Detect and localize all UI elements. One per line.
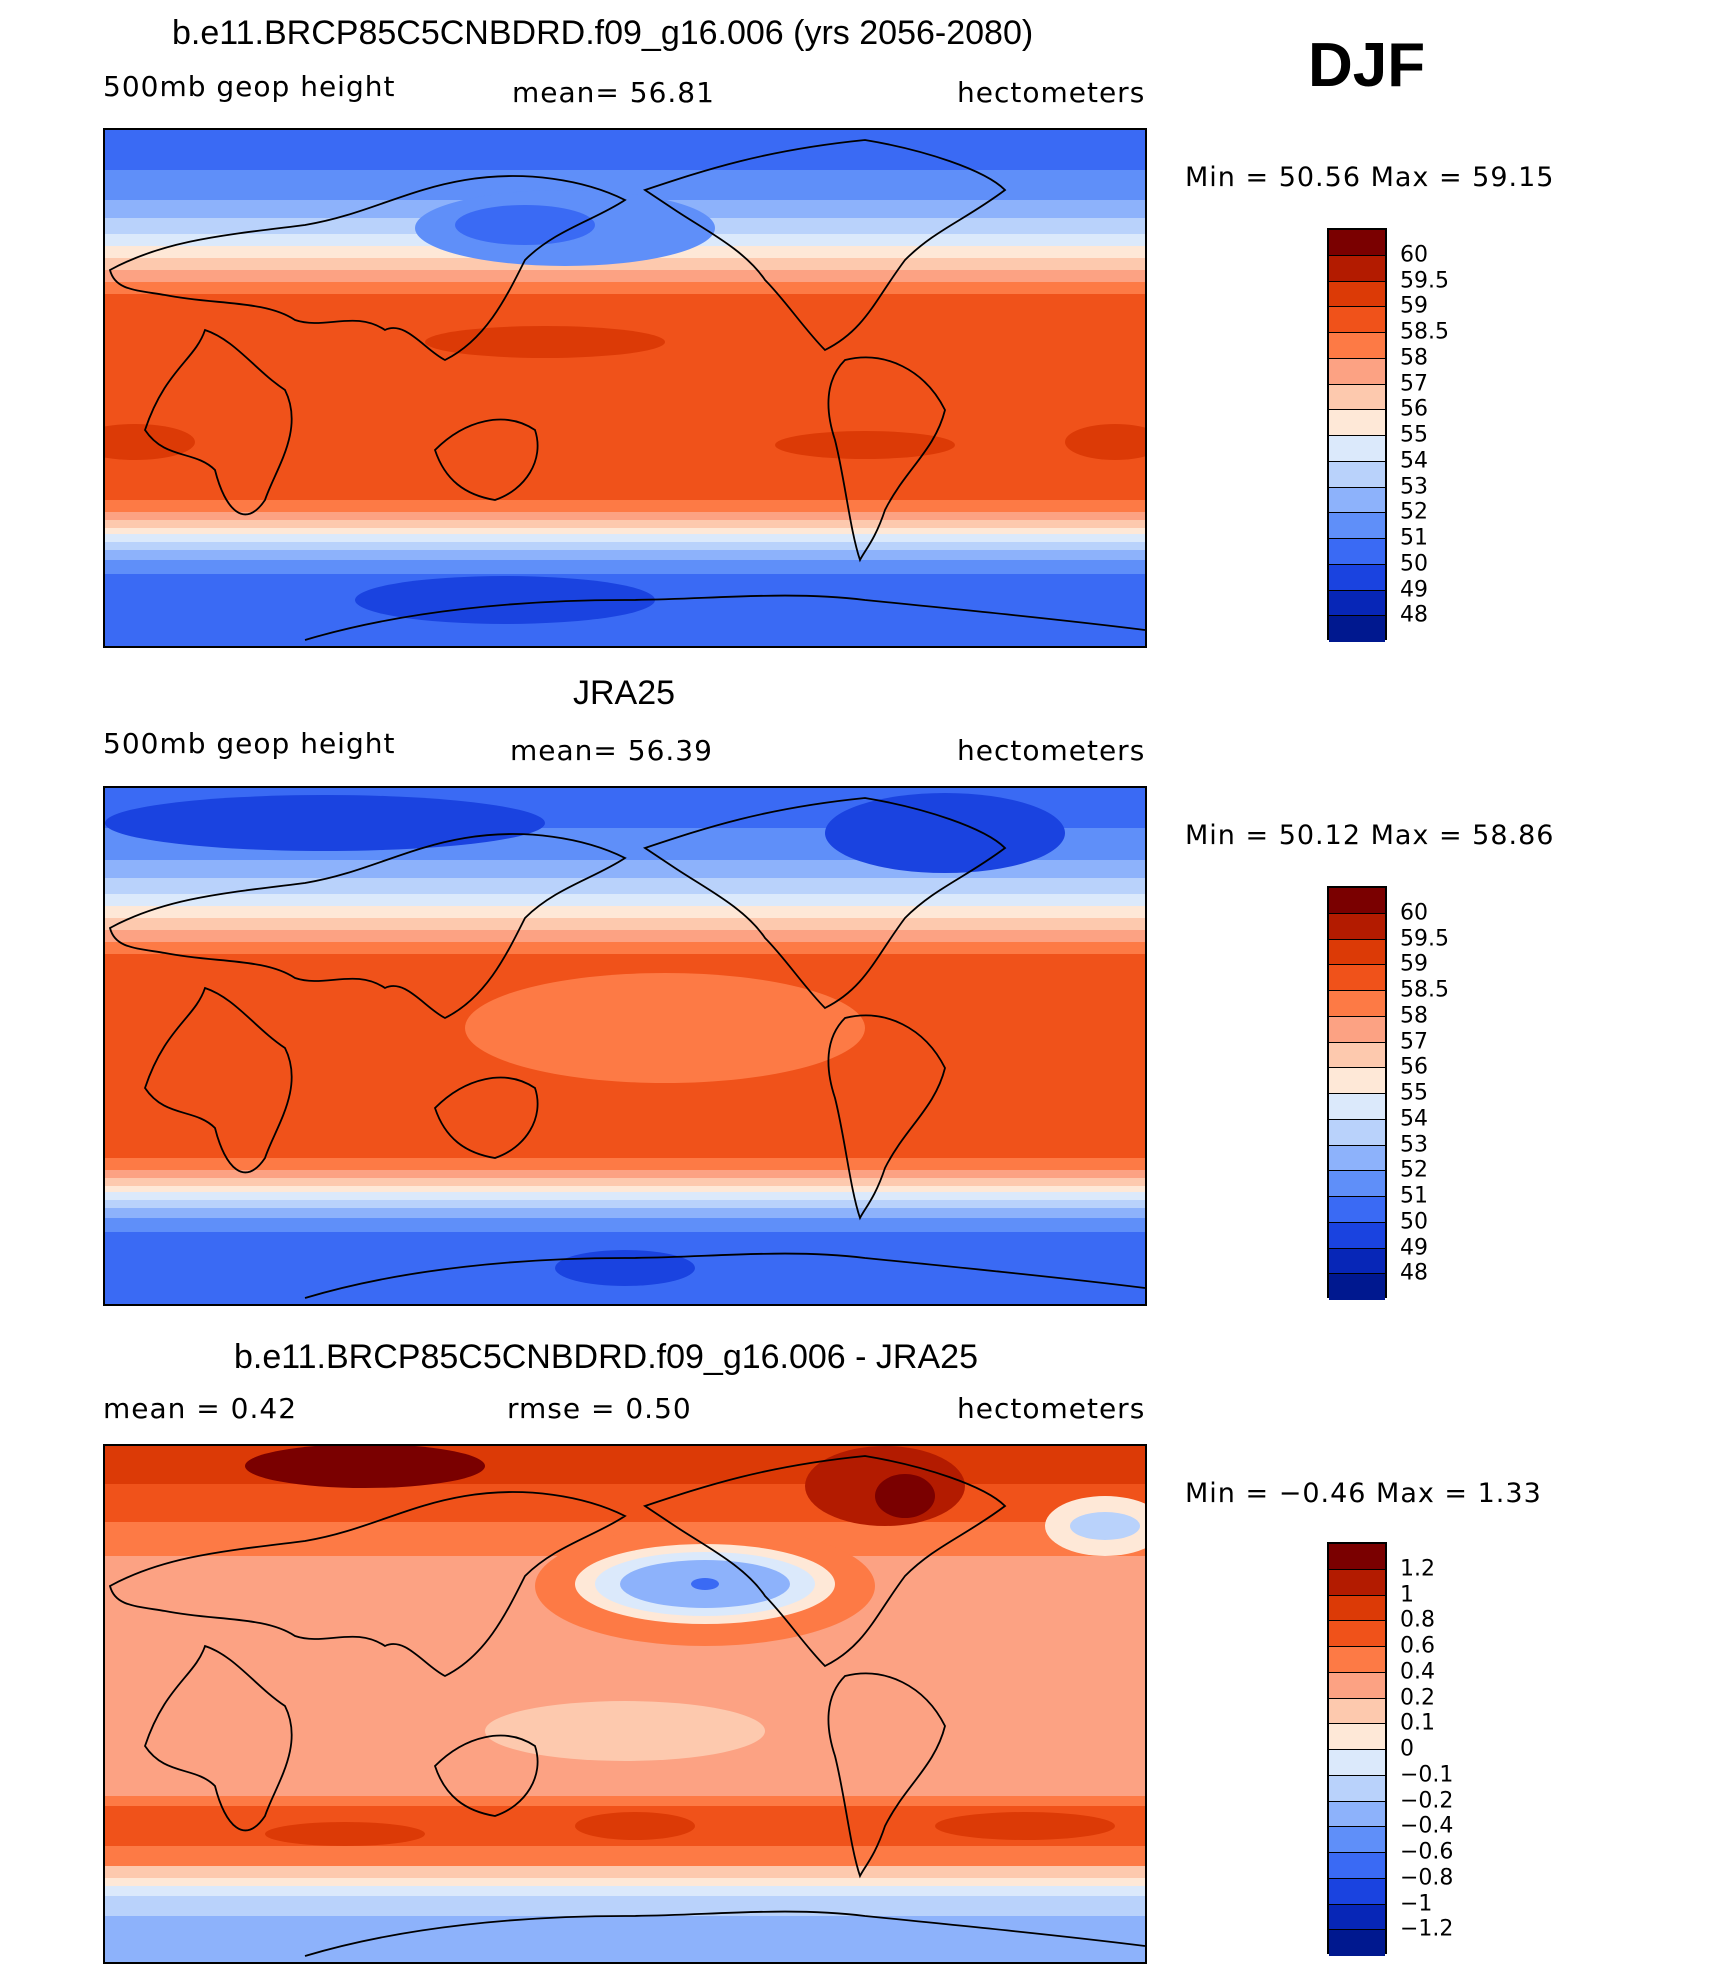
panel1-colorbar-label: 58 (1400, 345, 1428, 371)
panel3-colorbar-label: −0.2 (1400, 1788, 1454, 1814)
panel2-colorbar-label: 55 (1400, 1080, 1428, 1106)
panel1-left-label: 500mb geop height (103, 70, 396, 103)
panel1-minmax: Min = 50.56 Max = 59.15 (1185, 162, 1555, 193)
panel2-mean-label: mean= 56.39 (510, 734, 713, 767)
panel3-colorbar-label: 0.1 (1400, 1710, 1435, 1736)
panel3-colorbar-label: −1.2 (1400, 1916, 1454, 1942)
panel1-colorbar-label: 54 (1400, 448, 1428, 474)
panel2-colorbar-label: 60 (1400, 900, 1428, 926)
panel1-units-label: hectometers (957, 76, 1146, 109)
panel1-colorbar-label: 49 (1400, 577, 1428, 603)
panel3-colorbar-label: −0.6 (1400, 1839, 1454, 1865)
panel2-minmax: Min = 50.12 Max = 58.86 (1185, 820, 1555, 851)
panel1-colorbar-label: 59.5 (1400, 268, 1449, 294)
panel1-colorbar-label: 55 (1400, 422, 1428, 448)
panel3-colorbar (1327, 1542, 1387, 1956)
panel3-colorbar-label: 0.6 (1400, 1633, 1435, 1659)
panel2-colorbar (1327, 886, 1387, 1300)
panel2-map (103, 786, 1147, 1306)
panel1-mean-label: mean= 56.81 (512, 76, 715, 109)
panel3-colorbar-label: −0.8 (1400, 1865, 1454, 1891)
panel3-title: b.e11.BRCP85C5CNBDRD.f09_g16.006 - JRA25 (234, 1338, 978, 1376)
panel1-colorbar-label: 58.5 (1400, 319, 1449, 345)
panel3-colorbar-label: 1.2 (1400, 1556, 1435, 1582)
panel2-colorbar-label: 52 (1400, 1157, 1428, 1183)
panel1-colorbar-label: 56 (1400, 396, 1428, 422)
panel3-colorbar-label: 0 (1400, 1736, 1414, 1762)
panel2-left-label: 500mb geop height (103, 727, 396, 760)
panel2-colorbar-label: 59 (1400, 951, 1428, 977)
panel1-colorbar (1327, 228, 1387, 642)
panel3-map (103, 1444, 1147, 1964)
panel3-colorbar-label: 0.4 (1400, 1659, 1435, 1685)
panel1-colorbar-label: 51 (1400, 525, 1428, 551)
panel1-colorbar-label: 59 (1400, 293, 1428, 319)
panel1-colorbar-label: 53 (1400, 474, 1428, 500)
panel3-rmse-label: rmse = 0.50 (507, 1392, 692, 1425)
panel2-colorbar-label: 56 (1400, 1054, 1428, 1080)
panel2-colorbar-label: 58 (1400, 1003, 1428, 1029)
panel3-colorbar-label: −0.1 (1400, 1762, 1454, 1788)
panel2-colorbar-label: 57 (1400, 1029, 1428, 1055)
panel2-colorbar-label: 51 (1400, 1183, 1428, 1209)
panel1-map (103, 128, 1147, 648)
panel1-colorbar-label: 57 (1400, 371, 1428, 397)
panel2-colorbar-label: 50 (1400, 1209, 1428, 1235)
panel1-colorbar-label: 48 (1400, 602, 1428, 628)
panel3-minmax: Min = −0.46 Max = 1.33 (1185, 1478, 1542, 1509)
panel2-units-label: hectometers (957, 734, 1146, 767)
season-label: DJF (1308, 31, 1426, 100)
panel2-colorbar-label: 53 (1400, 1132, 1428, 1158)
panel2-colorbar-label: 59.5 (1400, 926, 1449, 952)
panel1-colorbar-label: 60 (1400, 242, 1428, 268)
panel3-colorbar-label: −0.4 (1400, 1813, 1454, 1839)
panel1-colorbar-label: 50 (1400, 551, 1428, 577)
panel2-colorbar-label: 49 (1400, 1235, 1428, 1261)
panel2-colorbar-label: 58.5 (1400, 977, 1449, 1003)
panel3-colorbar-label: 0.8 (1400, 1607, 1435, 1633)
panel3-units-label: hectometers (957, 1392, 1146, 1425)
panel2-colorbar-label: 54 (1400, 1106, 1428, 1132)
panel3-colorbar-label: 1 (1400, 1582, 1414, 1608)
panel2-colorbar-label: 48 (1400, 1260, 1428, 1286)
panel3-colorbar-label: −1 (1400, 1891, 1433, 1917)
panel3-colorbar-label: 0.2 (1400, 1685, 1435, 1711)
panel2-title: JRA25 (573, 674, 676, 712)
panel3-mean-label: mean = 0.42 (103, 1392, 298, 1425)
panel1-title: b.e11.BRCP85C5CNBDRD.f09_g16.006 (yrs 20… (172, 14, 1034, 52)
panel1-colorbar-label: 52 (1400, 499, 1428, 525)
